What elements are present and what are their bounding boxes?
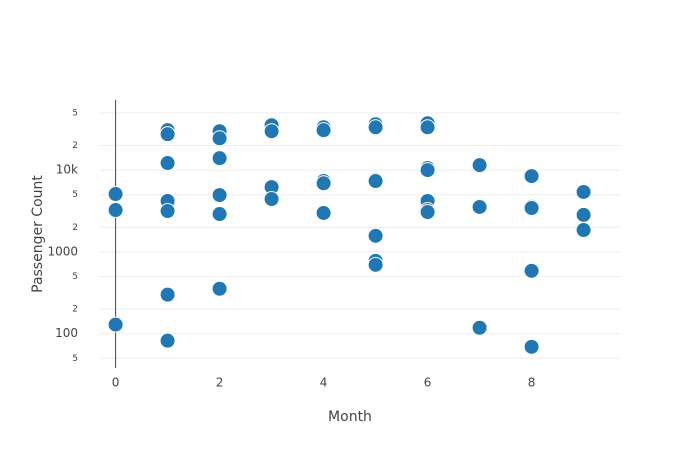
point [367,119,384,136]
y-tick-label: 2 [72,223,78,233]
point [523,338,540,355]
y-tick-label: 5 [72,108,78,118]
point [107,316,124,333]
y-tick-label: 100 [55,326,78,340]
point [471,319,488,336]
y-tick-label: 1000 [47,244,78,258]
point [211,187,228,204]
y-tick-label: 5 [72,190,78,200]
point [419,119,436,136]
point [159,126,176,143]
point [211,280,228,297]
y-axis-title: Passenger Count [30,175,46,293]
x-tick-label: 2 [216,376,224,390]
point [523,262,540,279]
point [159,155,176,172]
point [159,203,176,220]
y-tick-label: 2 [72,141,78,151]
point [315,204,332,221]
x-tick-label: 0 [112,376,120,390]
point [367,256,384,273]
point [575,206,592,223]
y-tick-label: 10k [56,163,78,177]
point [107,202,124,219]
point [575,183,592,200]
point [159,286,176,303]
y-tick-label: 5 [72,272,78,282]
point [159,332,176,349]
point [315,175,332,192]
point [523,168,540,185]
point [471,198,488,215]
point [263,191,280,208]
point [263,123,280,140]
point [367,173,384,190]
point [315,122,332,139]
point [107,186,124,203]
point [523,199,540,216]
point [471,157,488,174]
point [211,206,228,223]
y-tick-label: 2 [72,305,78,315]
point [367,227,384,244]
x-tick-label: 6 [424,376,432,390]
point [211,130,228,147]
y-tick-label: 5 [72,354,78,364]
x-axis-title: Month [328,409,372,425]
point [419,162,436,179]
point [211,150,228,167]
point [419,204,436,221]
x-tick-label: 8 [528,376,536,390]
point [575,222,592,239]
x-tick-label: 4 [320,376,328,390]
